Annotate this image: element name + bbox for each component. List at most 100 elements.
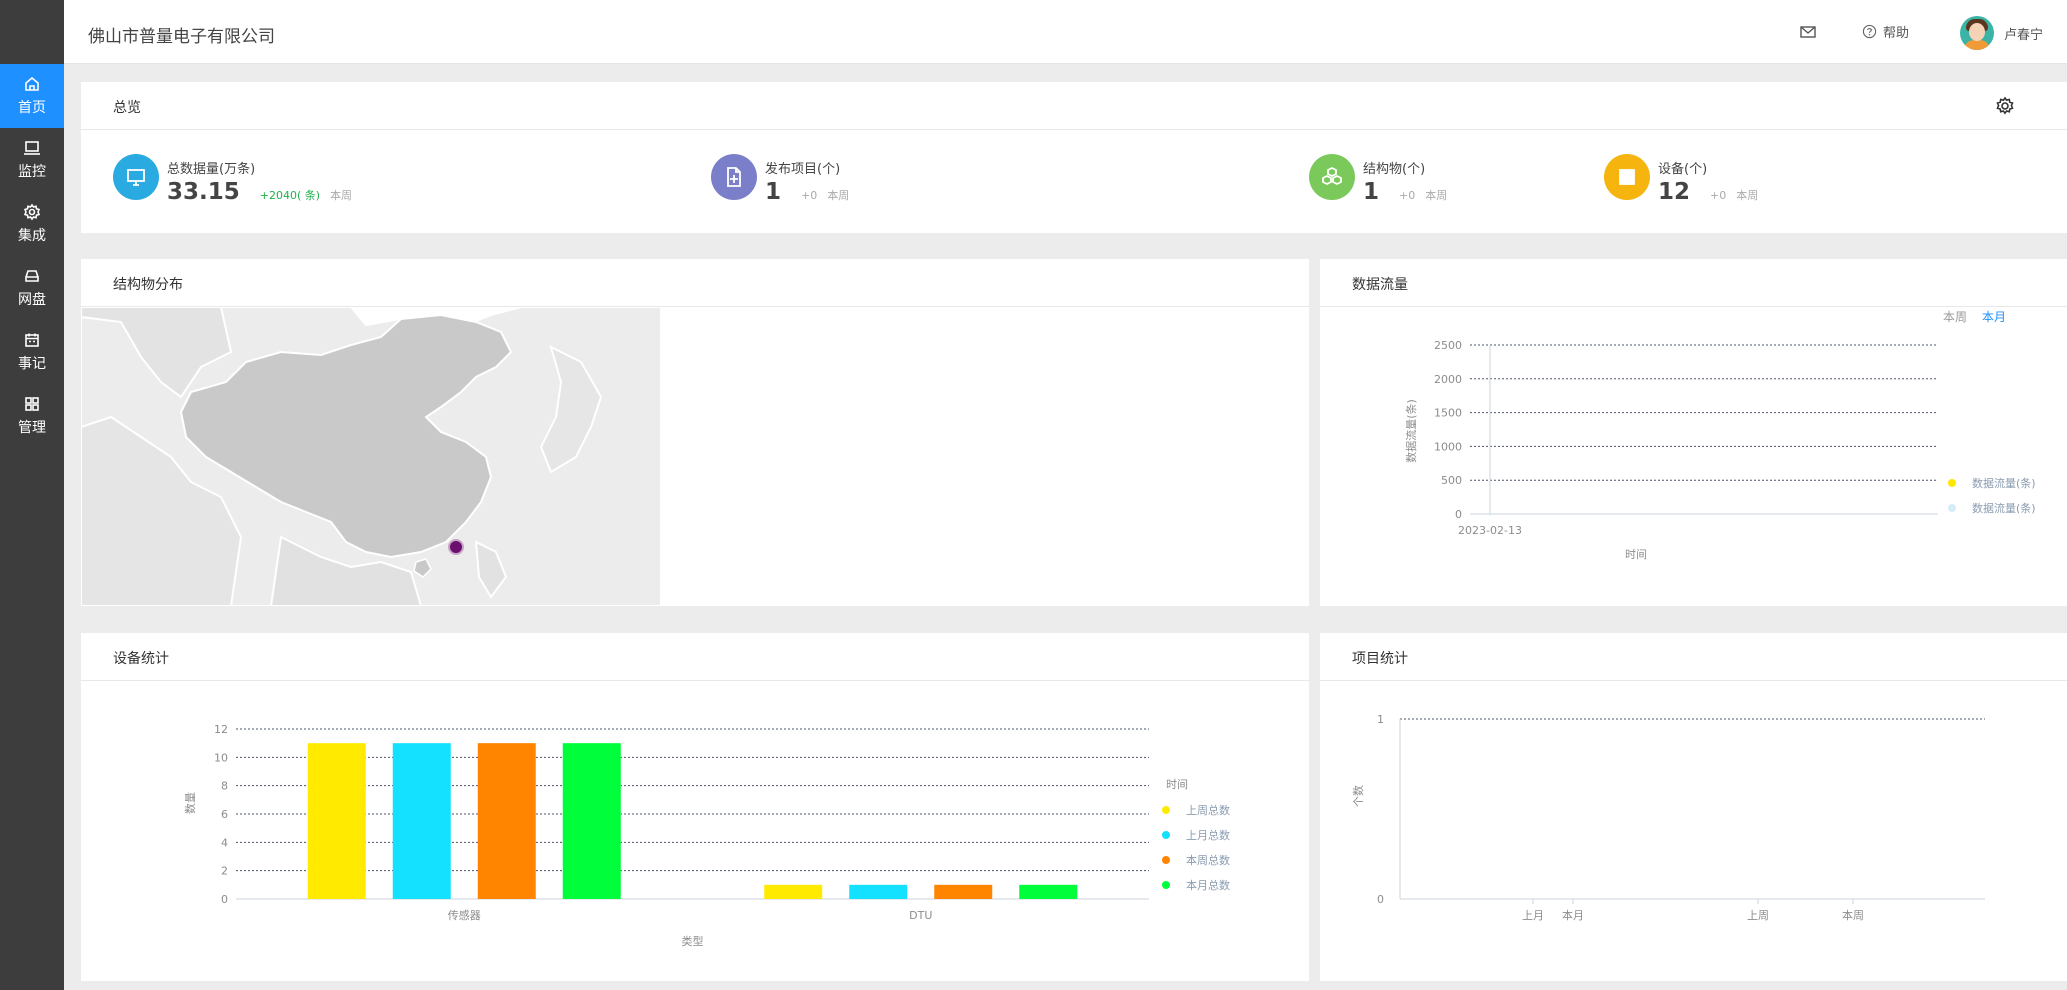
y-tick-label: 12 (214, 723, 228, 736)
document-add-icon (711, 154, 757, 200)
stat-delta: +2040( 条) (259, 189, 321, 202)
project-stats-panel: 项目统计 1 0 上月 本月 上周 本周 个数 (1320, 633, 2067, 981)
grid-icon (23, 395, 41, 413)
stat-label: 结构物(个) (1363, 162, 1426, 177)
x-tick-label: 本周 (1842, 908, 1864, 922)
avatar (1960, 16, 1994, 50)
mail-icon[interactable] (1799, 24, 1817, 40)
data-point (1488, 512, 1492, 516)
stat-value: 1 (765, 179, 782, 205)
user-menu[interactable]: 卢春宁 (1960, 16, 2043, 50)
y-tick-label: 1000 (1434, 440, 1462, 453)
nav-item-drive[interactable]: 网盘 (0, 256, 64, 320)
nav-item-home[interactable]: 首页 (0, 64, 64, 128)
toggle-month[interactable]: 本月 (1982, 310, 2007, 324)
square-icon (1604, 154, 1650, 200)
x-axis-title: 类型 (682, 934, 704, 948)
stat-delta: +0 (801, 189, 818, 202)
legend-label: 数据流量(条) (1972, 476, 2036, 490)
bar (562, 743, 621, 899)
monitor-icon (23, 139, 41, 157)
legend-label: 上月总数 (1186, 828, 1230, 842)
data-flow-panel: 数据流量 本周 本月 2500 2000 1500 1000 500 0 2023-02-1… (1320, 259, 2067, 606)
legend-label: 本月总数 (1186, 878, 1230, 892)
panel-title: 数据流量 (1352, 277, 1408, 293)
panel-title: 总览 (113, 100, 141, 116)
legend-marker (1948, 479, 1956, 487)
stat-delta: +0 (1710, 189, 1727, 202)
x-axis-title: 时间 (1625, 548, 1647, 561)
y-tick-label: 2500 (1434, 339, 1462, 352)
y-tick-label: 4 (221, 836, 228, 849)
panel-title: 设备统计 (113, 651, 169, 667)
map-region-china (179, 313, 513, 559)
legend-label: 数据流量(条) (1972, 501, 2036, 515)
top-header: 佛山市普量电子有限公司 帮助 卢春宁 (64, 0, 2067, 64)
map-region (474, 540, 508, 599)
user-name: 卢春宁 (2004, 27, 2044, 43)
stat-label: 发布项目(个) (765, 162, 841, 177)
stat-devices: 设备(个) 12 +0 本周 (1604, 154, 1758, 205)
y-tick-label: 8 (221, 780, 228, 793)
nav-item-monitor[interactable]: 监控 (0, 128, 64, 192)
x-tick-label: 上月 (1522, 909, 1544, 922)
nav-label: 事记 (18, 356, 46, 372)
help-link[interactable]: 帮助 (1862, 22, 1909, 41)
map-panel: 结构物分布 (81, 259, 1309, 606)
map-marker[interactable] (448, 539, 464, 555)
home-icon (23, 75, 41, 93)
y-tick-label: 0 (1377, 893, 1384, 906)
x-tick-label: 传感器 (448, 909, 481, 922)
x-tick-label: 上周 (1747, 909, 1769, 922)
stat-label: 设备(个) (1658, 162, 1708, 177)
legend-marker (1162, 881, 1170, 889)
y-tick-label: 10 (214, 751, 228, 764)
map-region-hainan (413, 558, 432, 578)
settings-gear-icon[interactable] (1995, 96, 2015, 116)
nav-item-manage[interactable]: 管理 (0, 384, 64, 448)
stat-delta: +0 (1399, 189, 1416, 202)
legend-label: 上周总数 (1186, 803, 1230, 817)
bar (764, 884, 823, 899)
nav-label: 监控 (18, 164, 46, 180)
data-flow-chart: 2500 2000 1500 1000 500 0 2023-02-13 时间 数据流量(条) 数… (1404, 339, 2036, 561)
legend-title: 时间 (1166, 778, 1188, 791)
structure-map[interactable] (81, 307, 661, 606)
stat-total-data: 总数据量(万条) 33.15 +2040( 条) 本周 (113, 154, 352, 205)
help-icon (1862, 24, 1877, 39)
stat-projects: 发布项目(个) 1 +0 本周 (711, 154, 849, 205)
bar (392, 743, 451, 899)
map-region (81, 307, 233, 399)
gear-icon (23, 203, 41, 221)
y-axis-title: 个数 (1352, 785, 1365, 807)
bar (477, 743, 536, 899)
stat-value: 33.15 (167, 179, 240, 205)
nav-item-events[interactable]: 事记 (0, 320, 64, 384)
y-tick-label: 0 (1455, 508, 1462, 521)
map-region (81, 415, 243, 606)
legend-marker (1162, 856, 1170, 864)
bar (934, 884, 993, 899)
nav-item-integration[interactable]: 集成 (0, 192, 64, 256)
y-tick-label: 500 (1441, 474, 1462, 487)
calendar-icon (23, 331, 41, 349)
y-tick-label: 6 (221, 808, 228, 821)
stat-week: 本周 (827, 189, 850, 202)
legend-marker (1162, 831, 1170, 839)
cubes-icon (1309, 154, 1355, 200)
map-region (269, 535, 423, 606)
y-tick-label: 2 (221, 865, 228, 878)
company-name: 佛山市普量电子有限公司 (88, 27, 275, 47)
stat-structures: 结构物(个) 1 +0 本周 (1309, 154, 1447, 205)
y-tick-label: 1500 (1434, 407, 1462, 420)
nav-label: 首页 (18, 100, 46, 116)
legend-marker (1162, 806, 1170, 814)
y-tick-label: 2000 (1434, 373, 1462, 386)
monitor-icon (113, 154, 159, 200)
toggle-week[interactable]: 本周 (1943, 310, 1968, 324)
help-label: 帮助 (1883, 26, 1910, 41)
overview-panel: 总览 总数据量(万条) 33.15 +2040( 条) 本周 发布项目(个) 1… (81, 82, 2067, 233)
panel-title: 项目统计 (1352, 651, 1408, 667)
device-stats-panel: 设备统计 12 10 8 6 4 2 0 传感器 DTU 类型 数量 时间 上周总数 上月总数 本周总数 本月… (81, 633, 1309, 981)
